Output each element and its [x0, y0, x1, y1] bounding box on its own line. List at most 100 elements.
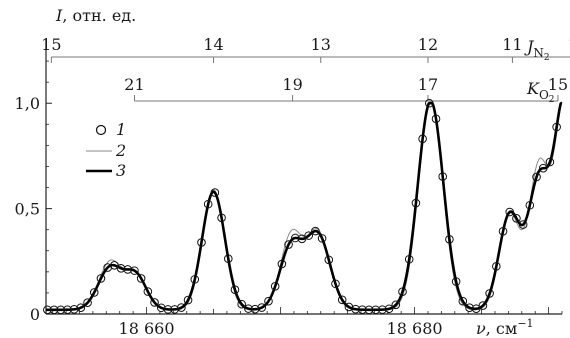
- series-1-point: [465, 303, 474, 313]
- series-1-point: [237, 299, 246, 309]
- series-1-point: [56, 305, 66, 315]
- legend-marker-1: [95, 124, 107, 136]
- j-branch-line-label: 12: [418, 35, 438, 54]
- branch-scales: 151413121110JN221191715KO2: [41, 35, 570, 105]
- series-1-point: [163, 305, 173, 314]
- series-1-point: [290, 233, 300, 243]
- j-branch-line-label: 14: [203, 35, 223, 54]
- series-1-point: [331, 279, 340, 289]
- series-1-point: [418, 134, 427, 144]
- series-1-point: [76, 303, 86, 312]
- series-1-point: [378, 305, 387, 314]
- series-1-point: [49, 305, 59, 315]
- series-1-point: [324, 255, 334, 265]
- series-1-point: [438, 172, 448, 181]
- series-1-point: [96, 274, 106, 283]
- series-1-point: [264, 296, 273, 306]
- y-tick-label: 1,0: [15, 94, 40, 113]
- axis-labels: I, отн. ед. ν, см−1: [55, 6, 534, 338]
- series-1-point: [244, 304, 253, 313]
- series-1-point: [83, 298, 92, 308]
- series-1-point: [130, 266, 139, 275]
- j-branch-branch-label: JN2: [524, 37, 550, 63]
- series-1-point: [398, 287, 407, 296]
- series-1-point: [69, 305, 79, 314]
- k-branch-line-label: 19: [282, 75, 302, 94]
- series-1-point: [210, 188, 220, 197]
- series-1-point: [337, 295, 347, 305]
- j-branch-line-label: 11: [502, 35, 522, 54]
- series-1-point: [304, 231, 313, 240]
- series-1-point: [431, 114, 441, 124]
- series-1-point: [217, 213, 226, 223]
- k-branch-line-label: 21: [124, 75, 144, 94]
- series-1-point: [458, 296, 468, 306]
- legend-label-1: 1: [116, 120, 126, 139]
- series-1-point: [190, 275, 200, 284]
- series-1-point: [156, 303, 166, 313]
- data-markers: [43, 98, 561, 315]
- series-1-point: [451, 277, 461, 286]
- series-1-point: [43, 305, 52, 315]
- series-1-point: [425, 98, 434, 108]
- series-1-point: [358, 305, 367, 314]
- series-1-point: [317, 234, 327, 243]
- k-branch-branch-label: KO2: [526, 79, 555, 105]
- legend: 1 23: [86, 120, 126, 180]
- series-1-point: [197, 238, 206, 247]
- series-1-point: [136, 274, 146, 283]
- series-1-point: [150, 298, 159, 307]
- series-1-point: [250, 304, 260, 314]
- series-1-point: [257, 303, 267, 312]
- series-1-point: [512, 214, 521, 223]
- series-1-point: [498, 227, 508, 236]
- k-branch-line-label: 17: [418, 75, 438, 94]
- series-1-point: [364, 305, 374, 315]
- legend-label-3: 3: [116, 161, 126, 180]
- series-1-point: [123, 265, 133, 274]
- series-1-point: [518, 220, 528, 229]
- j-branch-line-label: 13: [311, 35, 331, 54]
- series-1-point: [277, 259, 287, 269]
- series-1-point: [170, 305, 179, 314]
- series-1-point: [532, 172, 541, 182]
- series-1-point: [284, 240, 293, 249]
- series-1-point: [63, 305, 72, 315]
- series-1-point: [485, 289, 494, 298]
- series-1-point: [223, 254, 233, 263]
- series-1-point: [505, 207, 515, 217]
- series-1-point: [89, 288, 99, 297]
- series-1-point: [492, 262, 501, 271]
- legend-label-2: 2: [115, 141, 126, 160]
- series-1-point: [384, 304, 394, 314]
- series-1-point: [404, 254, 414, 264]
- series-1-point: [411, 198, 421, 208]
- series-1-point: [538, 163, 548, 173]
- series-1-point: [552, 122, 561, 132]
- series-1-point: [351, 304, 360, 314]
- series-1-point: [116, 263, 126, 273]
- series-1-point: [230, 285, 240, 295]
- series-1-point: [478, 301, 488, 310]
- y-tick-label: 0,5: [15, 200, 40, 219]
- series-1-point: [311, 226, 320, 236]
- x-axis-label: ν, см−1: [476, 317, 534, 338]
- series-1-point: [143, 287, 153, 296]
- series-1-point: [391, 300, 401, 310]
- series-1-point: [297, 234, 307, 244]
- series-1-point: [525, 200, 535, 210]
- x-tick-label: 18 660: [119, 319, 175, 338]
- series-1-point: [445, 235, 454, 244]
- series-1-point: [545, 157, 555, 167]
- y-axis-label: I, отн. ед.: [55, 6, 136, 25]
- axes: 0 0,5 1,0 18 660 18 680: [15, 40, 563, 338]
- j-branch-line-label: 10: [568, 35, 570, 54]
- k-branch-line-label: 15: [548, 75, 568, 94]
- series-1-point: [177, 303, 186, 312]
- x-tick-label: 18 680: [387, 319, 443, 338]
- series-1-point: [183, 295, 193, 305]
- series-1-point: [371, 305, 381, 315]
- y-tick-label: 0: [30, 305, 40, 324]
